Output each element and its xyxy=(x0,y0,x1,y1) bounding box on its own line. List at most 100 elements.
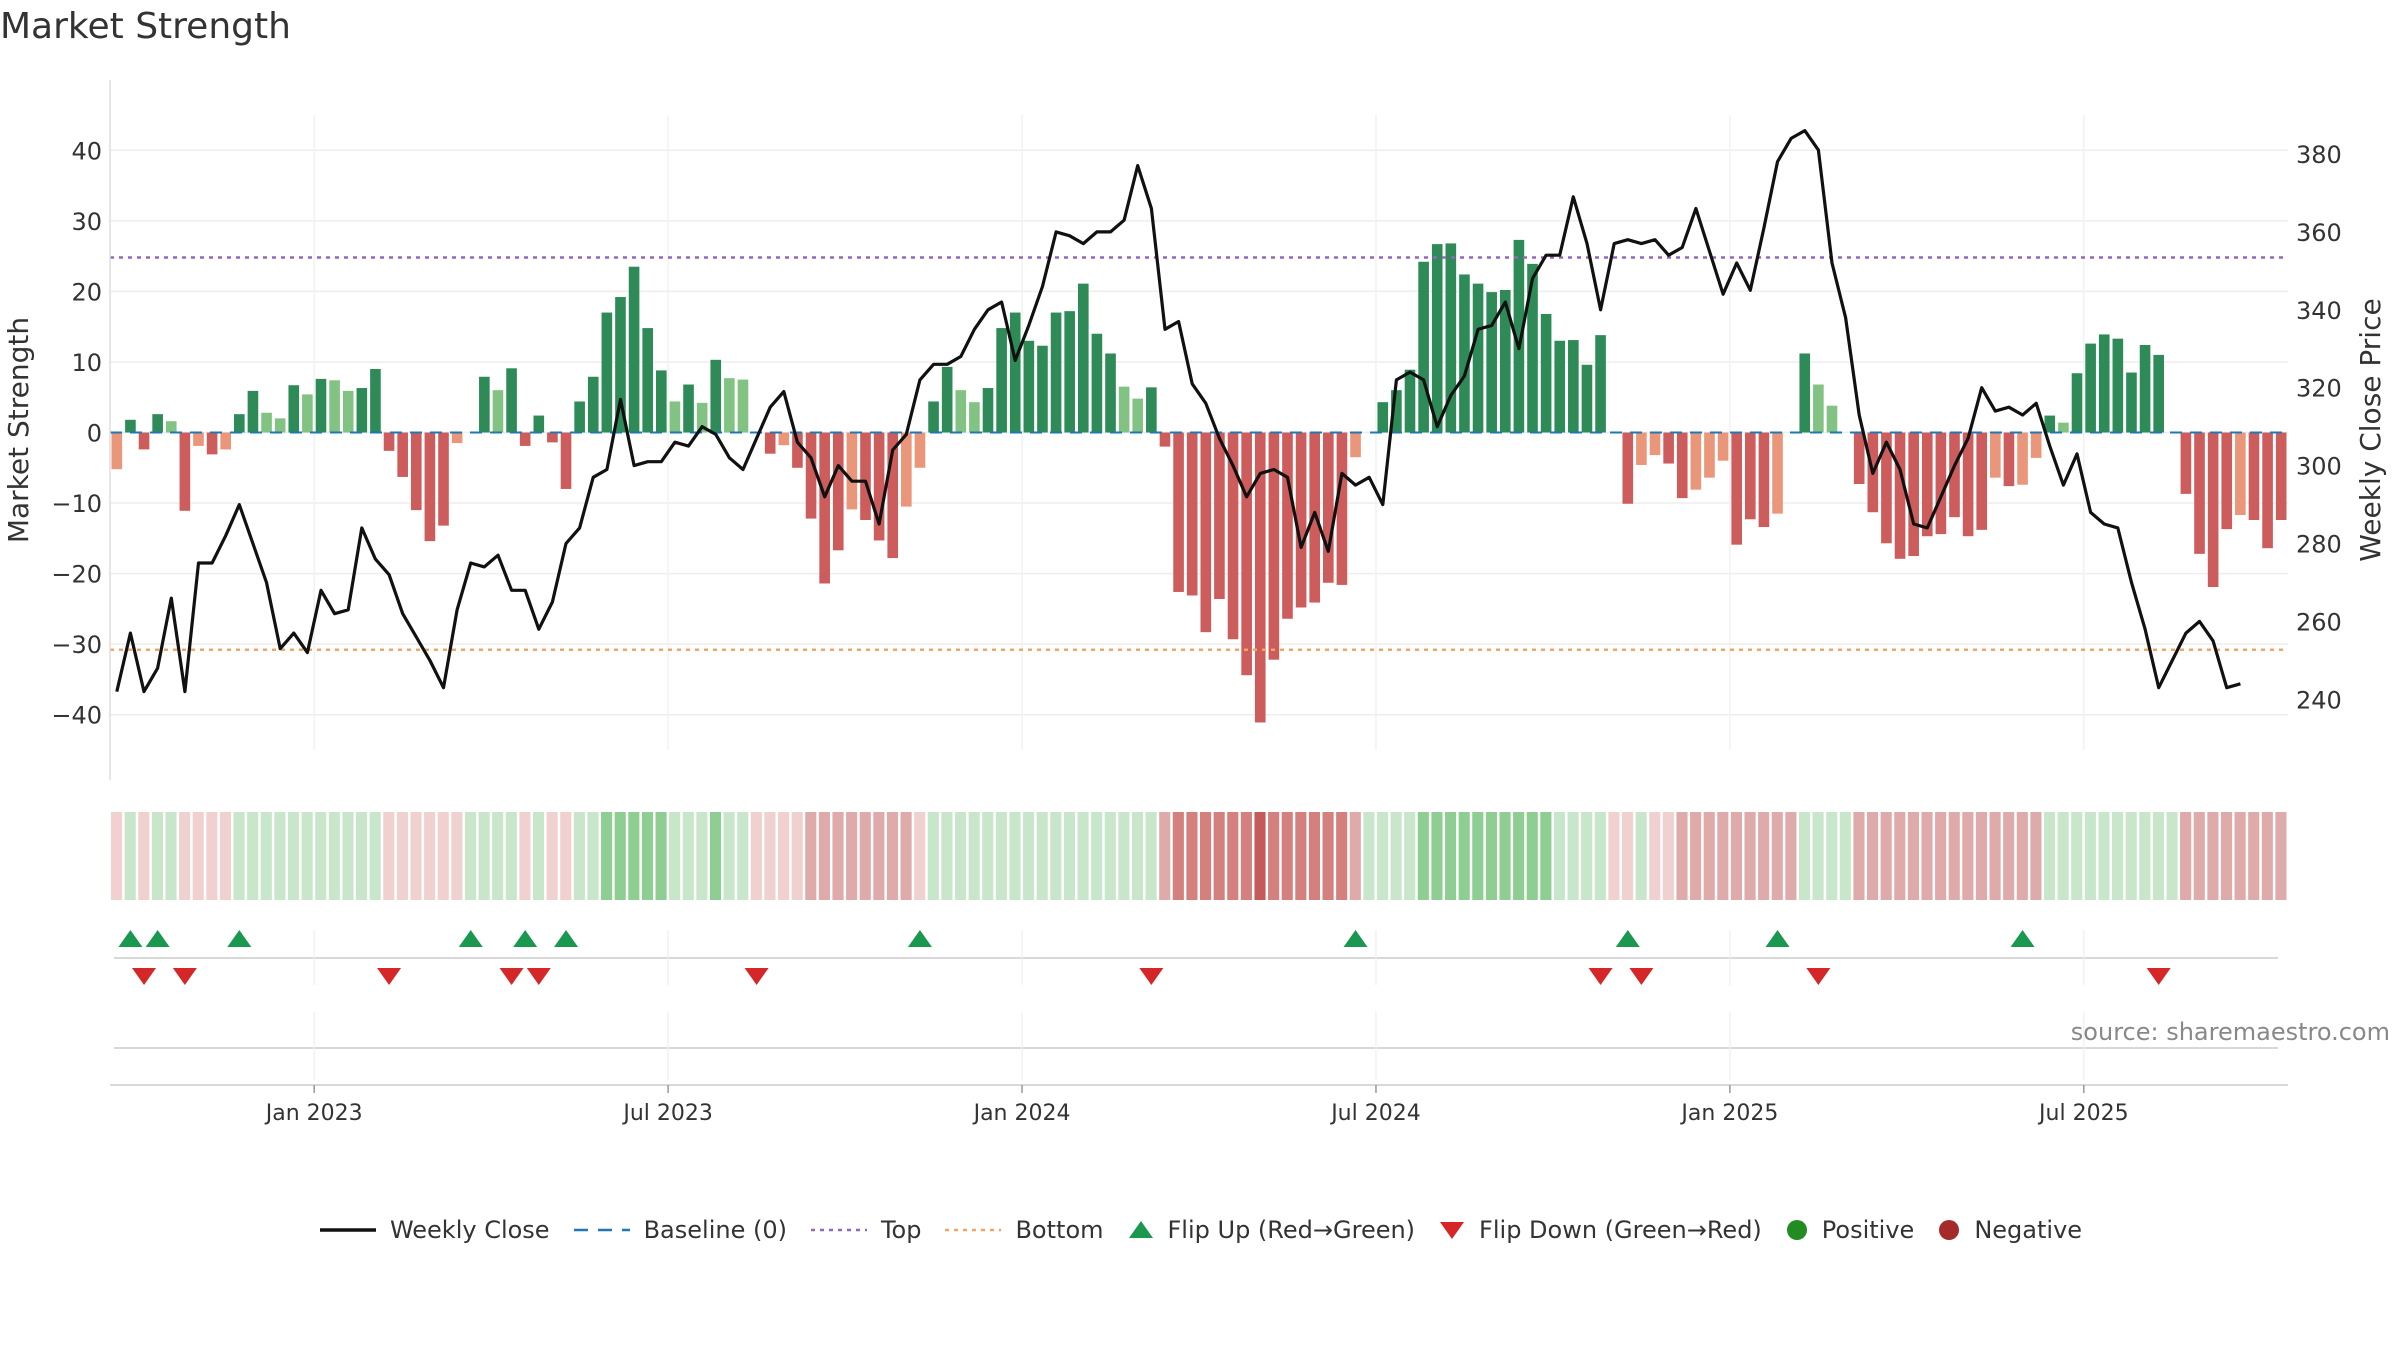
strength-bar xyxy=(1744,432,1756,520)
flip-up-marker xyxy=(513,930,538,947)
regime-cell xyxy=(1281,812,1293,900)
regime-cell xyxy=(1649,812,1661,900)
legend-item-negative: Negative xyxy=(1936,1216,2082,1244)
regime-cell xyxy=(492,812,504,900)
strength-bar xyxy=(1935,432,1947,535)
regime-cell xyxy=(2084,812,2096,900)
regime-cell xyxy=(219,812,232,900)
regime-cell xyxy=(2112,812,2124,900)
flip-down-marker xyxy=(2146,968,2171,985)
strength-bar xyxy=(819,432,830,584)
regime-cell xyxy=(1785,812,1797,900)
regime-cell xyxy=(669,812,681,900)
strength-bar xyxy=(111,432,123,470)
regime-cell xyxy=(1336,812,1348,900)
regime-cell xyxy=(968,812,980,900)
regime-cell xyxy=(396,812,408,900)
regime-cell xyxy=(2057,812,2069,900)
strength-bar xyxy=(996,328,1007,433)
regime-cell xyxy=(1172,812,1184,900)
regime-cell xyxy=(1907,812,1919,900)
strength-bar xyxy=(1159,432,1171,447)
regime-cell xyxy=(1867,812,1879,900)
strength-bar xyxy=(1418,261,1429,433)
y-tick-right: 240 xyxy=(2296,686,2342,714)
strength-bar xyxy=(1391,390,1402,433)
y-tick-left: 40 xyxy=(71,137,102,165)
strength-bar xyxy=(125,419,136,433)
regime-cell xyxy=(2180,812,2192,900)
regime-cell xyxy=(165,812,177,900)
regime-cell xyxy=(233,812,245,900)
strength-bar xyxy=(138,432,150,450)
x-tick-label: Jul 2023 xyxy=(621,1101,713,1126)
strength-bar xyxy=(1663,432,1674,464)
regime-cell xyxy=(2125,812,2137,900)
strength-bar xyxy=(1214,432,1225,600)
strength-bar xyxy=(710,359,722,433)
strength-bar xyxy=(1037,345,1048,433)
strength-bar xyxy=(778,432,790,446)
regime-cell xyxy=(424,812,436,900)
strength-bar xyxy=(1323,432,1334,583)
top-swatch-icon xyxy=(809,1220,869,1240)
regime-cell xyxy=(982,812,994,900)
y-axis-right-label: Weekly Close Price xyxy=(2354,298,2387,561)
regime-cell xyxy=(1213,812,1225,900)
strength-bar xyxy=(1581,364,1593,433)
strength-bar xyxy=(1690,432,1702,490)
strength-bar xyxy=(955,390,967,433)
flip-down-marker xyxy=(1629,968,1654,985)
y-tick-right: 280 xyxy=(2296,531,2342,559)
legend-item-top: Top xyxy=(809,1216,921,1244)
strength-bar xyxy=(1336,432,1348,585)
flip-up-marker xyxy=(907,930,932,947)
strength-bar xyxy=(669,401,681,433)
strength-bar xyxy=(410,432,422,511)
strength-bar xyxy=(1445,243,1457,433)
strength-bar xyxy=(1404,369,1416,433)
regime-cell xyxy=(1390,812,1402,900)
strength-bar xyxy=(1962,432,1974,537)
strength-bar xyxy=(247,390,259,433)
strength-bar xyxy=(1200,432,1212,633)
regime-cell xyxy=(1635,812,1647,900)
regime-cell xyxy=(1227,812,1239,900)
strength-bar xyxy=(832,432,844,551)
y-tick-right: 340 xyxy=(2296,297,2342,325)
y-tick-left: −10 xyxy=(51,490,102,518)
regime-cell xyxy=(1567,812,1579,900)
regime-cell xyxy=(1322,812,1334,900)
strength-bar xyxy=(737,379,749,433)
strength-bar xyxy=(1649,432,1661,456)
y-tick-left: 20 xyxy=(71,278,102,306)
y-tick-right: 360 xyxy=(2296,219,2342,247)
strength-bar xyxy=(302,394,313,433)
strength-bar xyxy=(519,432,531,446)
regime-cell xyxy=(1758,812,1770,900)
strength-bar xyxy=(1881,432,1892,544)
flip-up-marker xyxy=(458,930,483,947)
strength-bar xyxy=(1377,402,1389,433)
strength-bar xyxy=(2275,432,2287,520)
legend: Weekly Close Baseline (0) Top Bottom Flip Up… xyxy=(0,1210,2400,1250)
strength-bar xyxy=(1595,335,1606,433)
regime-cell xyxy=(1730,812,1742,900)
legend-label: Bottom xyxy=(1015,1216,1104,1244)
regime-cell xyxy=(2193,812,2205,900)
regime-cell xyxy=(1404,812,1416,900)
regime-cell xyxy=(1921,812,1933,900)
strength-bar xyxy=(2044,415,2056,433)
regime-strip xyxy=(111,812,2287,900)
regime-cell xyxy=(206,812,218,900)
regime-cell xyxy=(914,812,926,900)
regime-cell xyxy=(1308,812,1321,900)
strength-bar xyxy=(179,432,191,511)
regime-cell xyxy=(2043,812,2056,900)
regime-cell xyxy=(1186,812,1198,900)
strength-bar xyxy=(547,432,558,443)
regime-cell xyxy=(2030,812,2042,900)
strength-bar xyxy=(1186,432,1198,596)
regime-cell xyxy=(1023,812,1035,900)
strength-bar xyxy=(1227,432,1239,640)
